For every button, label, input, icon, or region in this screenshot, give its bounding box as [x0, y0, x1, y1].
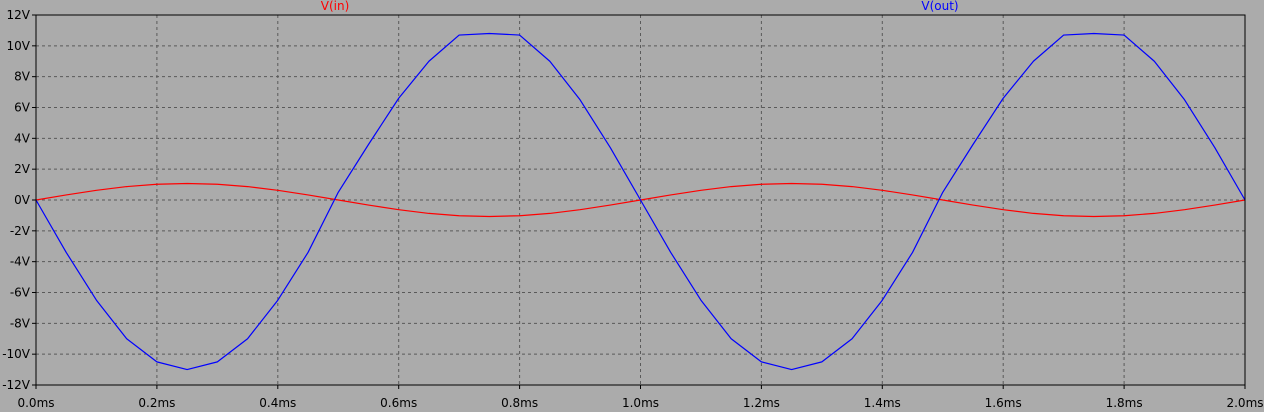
y-tick-label: 0V	[14, 193, 31, 207]
x-tick-label: 2.0ms	[1226, 396, 1263, 410]
grid-layer	[36, 15, 1245, 385]
x-tick-label: 0.0ms	[17, 396, 54, 410]
x-tick-label: 0.4ms	[259, 396, 296, 410]
x-tick-label: 1.4ms	[864, 396, 901, 410]
y-tick-label: 10V	[7, 39, 31, 53]
y-tick-label: 6V	[14, 101, 31, 115]
legend-label-v-out: V(out)	[921, 0, 958, 13]
x-tick-label: 0.8ms	[501, 396, 538, 410]
legend-layer: V(in) V(out)	[321, 0, 959, 13]
y-tick-label: -4V	[10, 255, 31, 269]
y-tick-label: 2V	[14, 162, 31, 176]
x-tick-label: 0.2ms	[138, 396, 175, 410]
x-tick-label: 0.6ms	[380, 396, 417, 410]
y-tick-label: 12V	[7, 8, 31, 22]
x-tick-label: 1.8ms	[1106, 396, 1143, 410]
y-tick-label: 8V	[14, 70, 31, 84]
y-tick-label: -10V	[2, 347, 31, 361]
tick-label-layer: 0.0ms 0.2ms 0.4ms 0.6ms 0.8ms 1.0ms 1.2ms 1.4ms…	[2, 8, 1263, 410]
y-tick-label: -12V	[2, 378, 31, 392]
plot-frame	[35, 14, 1246, 386]
legend-label-v-in: V(in)	[321, 0, 350, 13]
y-tick-label: -6V	[10, 286, 31, 300]
y-tick-label: 4V	[14, 131, 31, 145]
y-tick-label: -2V	[10, 224, 31, 238]
series-line-v-out	[35, 32, 1246, 371]
y-tick-label: -8V	[10, 316, 31, 330]
x-tick-label: 1.0ms	[622, 396, 659, 410]
series-layer	[35, 32, 1246, 371]
x-tick-label: 1.2ms	[743, 396, 780, 410]
x-tick-label: 1.6ms	[985, 396, 1022, 410]
